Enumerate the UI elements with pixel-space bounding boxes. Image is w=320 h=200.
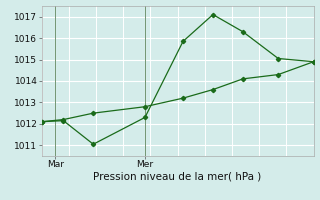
X-axis label: Pression niveau de la mer( hPa ): Pression niveau de la mer( hPa ) <box>93 172 262 182</box>
